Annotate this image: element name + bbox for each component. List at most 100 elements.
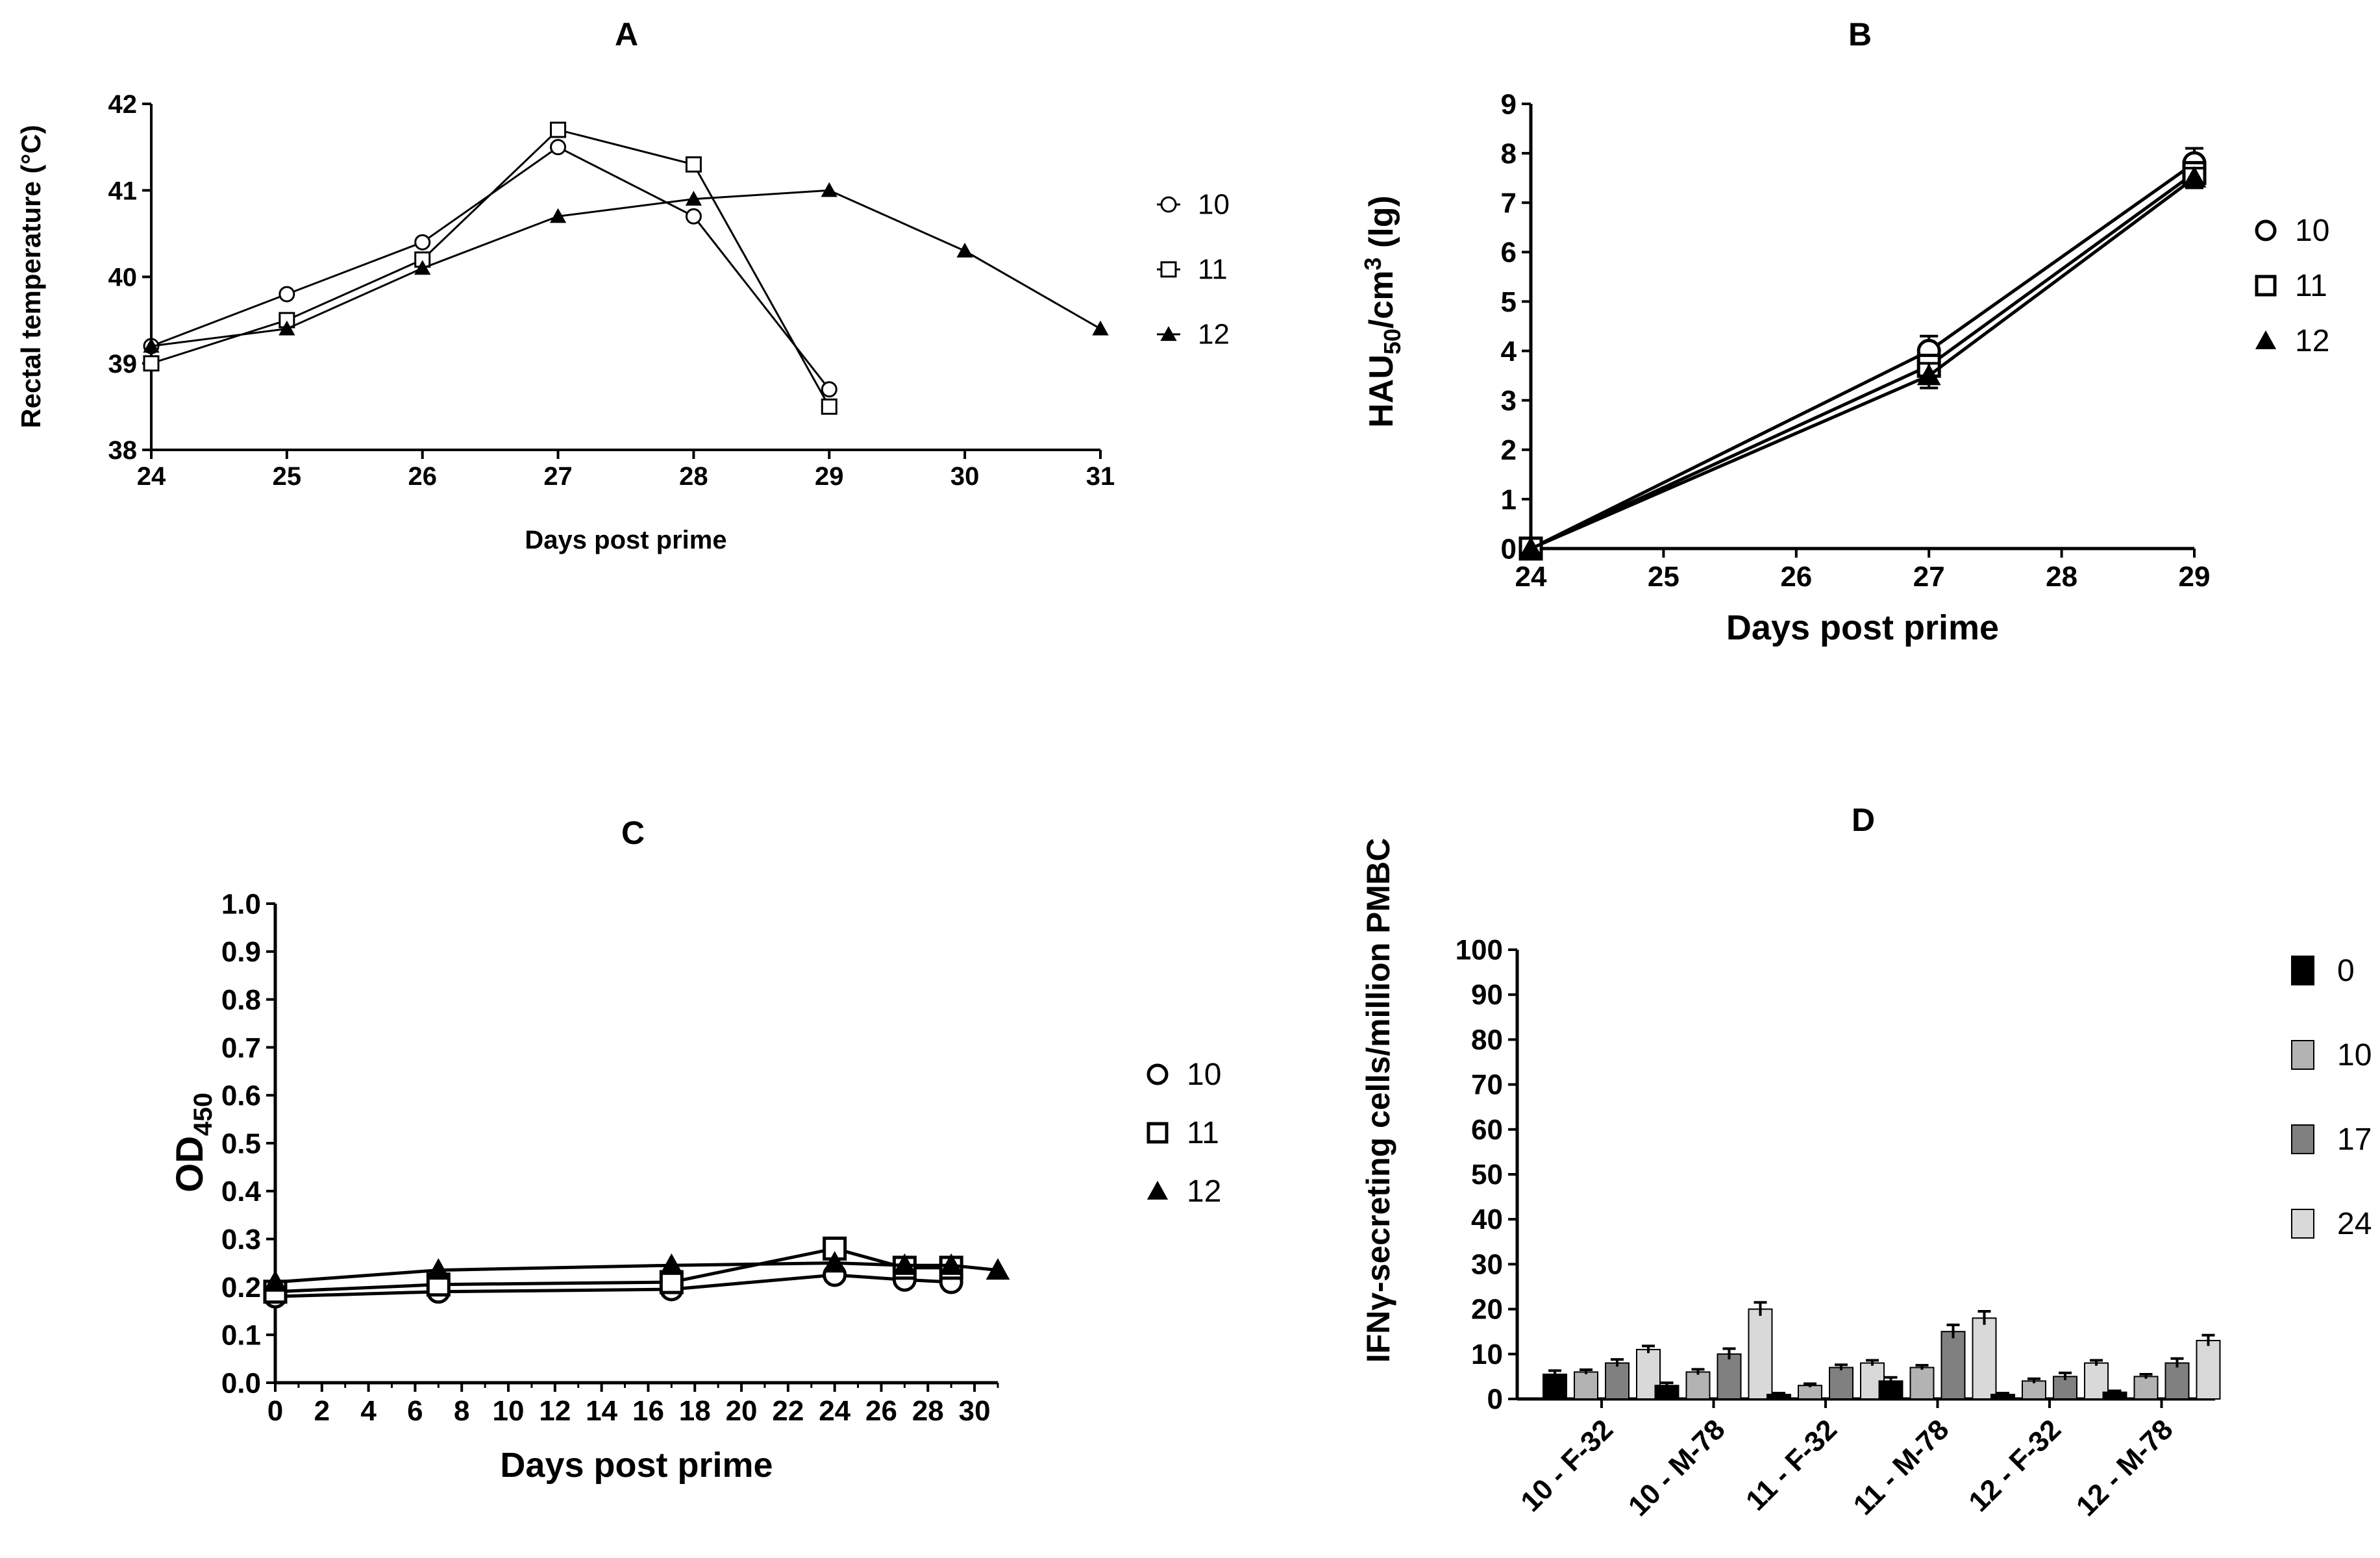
bar-10-4	[2022, 1380, 2046, 1400]
y-tick-label: 6	[1501, 237, 1517, 269]
x-tick-label: 31	[1086, 462, 1115, 491]
bar-17-2	[1829, 1366, 1853, 1400]
data-point-11	[821, 398, 837, 415]
data-point-12	[414, 260, 431, 275]
x-tick-label: 26	[408, 462, 437, 491]
x-tick-label: 29	[815, 462, 844, 491]
bar-24-3	[1972, 1317, 1997, 1400]
y-tick-label: 0.5	[221, 1128, 261, 1159]
panel-C: 0.00.10.20.30.40.50.60.70.80.91.00 2 4 6 8 10…	[221, 888, 1222, 1427]
y-axis-label-part: /cm	[1363, 271, 1400, 329]
x-category-label: 10 - F-32	[1515, 1413, 1619, 1518]
y-axis-label-C: OD450	[169, 1093, 217, 1193]
legend-swatch-24	[2291, 1209, 2314, 1239]
data-point-11	[143, 355, 160, 372]
data-point-11	[659, 1270, 684, 1294]
legend-marker-12	[1147, 1180, 1169, 1200]
bar-10-5	[2133, 1376, 2159, 1400]
data-point-12	[1916, 364, 1941, 386]
data-point-11	[823, 1236, 847, 1261]
x-tick-label: 28	[679, 462, 708, 491]
y-tick-label: 40	[108, 264, 138, 292]
legend-label-17: 17	[2337, 1122, 2372, 1157]
legend-label-12: 12	[1187, 1174, 1221, 1209]
panel-title-B: B	[1848, 16, 1872, 53]
y-tick-label: 0.6	[221, 1080, 261, 1112]
x-tick-label: 28	[912, 1395, 944, 1427]
data-point-10	[414, 234, 431, 251]
y-tick-label: 0	[1501, 533, 1517, 565]
legend-label-10: 10	[2337, 1038, 2372, 1072]
bar-24-5	[2196, 1340, 2221, 1400]
legend-label-24: 24	[2337, 1207, 2372, 1241]
bar-17-3	[1940, 1331, 1966, 1400]
series-line-11	[275, 1246, 952, 1294]
legend-marker-12	[2255, 330, 2277, 349]
legend-label-10: 10	[2295, 214, 2329, 248]
data-point-12	[823, 1251, 847, 1273]
x-tick-label: 2	[314, 1395, 330, 1427]
x-axis-label-C: Days post prime	[500, 1446, 773, 1485]
y-tick-label: 42	[108, 90, 138, 119]
data-point-10	[550, 139, 567, 156]
bar-10-0	[1574, 1371, 1598, 1400]
y-axis-label-part: 450	[189, 1093, 217, 1136]
legend-label-12: 12	[2295, 324, 2329, 358]
y-tick-label: 1.0	[221, 888, 261, 920]
x-tick-label: 30	[950, 462, 980, 491]
x-axis-label-A: Days post prime	[525, 526, 726, 554]
data-point-12	[426, 1258, 451, 1280]
x-tick-label: 30	[959, 1395, 991, 1427]
panel-title-D: D	[1852, 802, 1875, 838]
legend-label-11: 11	[1187, 1116, 1219, 1150]
x-category-label: 10 - M-78	[1622, 1413, 1731, 1522]
x-tick-label: 14	[586, 1395, 617, 1427]
x-tick-label: 22	[772, 1395, 804, 1427]
x-category-label: 12 - F-32	[1963, 1413, 2067, 1518]
y-tick-label: 7	[1501, 188, 1517, 219]
legend-swatch-0	[2291, 956, 2314, 985]
y-axis-label-part: (lg)	[1363, 195, 1400, 257]
x-tick-label: 29	[2179, 561, 2211, 593]
legend-swatch-17	[2291, 1124, 2314, 1154]
y-tick-label: 0.2	[221, 1272, 261, 1304]
y-tick-label: 0.8	[221, 984, 261, 1016]
data-point-12	[549, 208, 567, 223]
data-point-12	[939, 1253, 963, 1275]
x-category-label: 11 - M-78	[1847, 1413, 1955, 1521]
y-axis-label-part: HAU	[1363, 354, 1400, 428]
x-category-label: 11 - F-32	[1740, 1413, 1843, 1516]
legend-label-10: 10	[1187, 1057, 1221, 1092]
legend-label-12: 12	[1198, 318, 1230, 350]
y-tick-label: 0.1	[221, 1320, 261, 1352]
series-line-11	[151, 129, 830, 408]
y-tick-label: 38	[108, 436, 138, 465]
data-point-10	[821, 381, 837, 398]
x-tick-label: 25	[273, 462, 302, 491]
panel-A: 38 39 40 41 42 24 25 26 27 28 29 30 31 10 11 12	[108, 90, 1230, 491]
x-tick-label: 18	[679, 1395, 711, 1427]
data-point-12	[143, 338, 160, 353]
x-tick-label: 4	[360, 1395, 377, 1427]
y-axis-label-B: HAU50/cm3 (lg)	[1359, 195, 1406, 428]
y-tick-label: 9	[1501, 88, 1517, 120]
panel-title-A: A	[615, 16, 638, 53]
bar-10-3	[1909, 1366, 1935, 1400]
y-tick-label: 40	[1471, 1204, 1503, 1235]
bar-0-0	[1543, 1373, 1567, 1400]
x-tick-label: 27	[1913, 561, 1945, 593]
legend-marker-10	[1147, 1063, 1169, 1085]
y-tick-label: 50	[1471, 1159, 1503, 1191]
bar-10-2	[1798, 1385, 1822, 1400]
x-tick-label: 8	[454, 1395, 469, 1427]
x-tick-label: 26	[1780, 561, 1812, 593]
series-line-11	[1530, 171, 2196, 550]
data-point-12	[263, 1270, 288, 1292]
x-tick-label: 24	[1515, 561, 1547, 593]
y-tick-label: 20	[1471, 1294, 1503, 1326]
series-line-12	[151, 189, 1101, 347]
x-tick-label: 20	[726, 1395, 758, 1427]
y-tick-label: 30	[1471, 1248, 1503, 1280]
